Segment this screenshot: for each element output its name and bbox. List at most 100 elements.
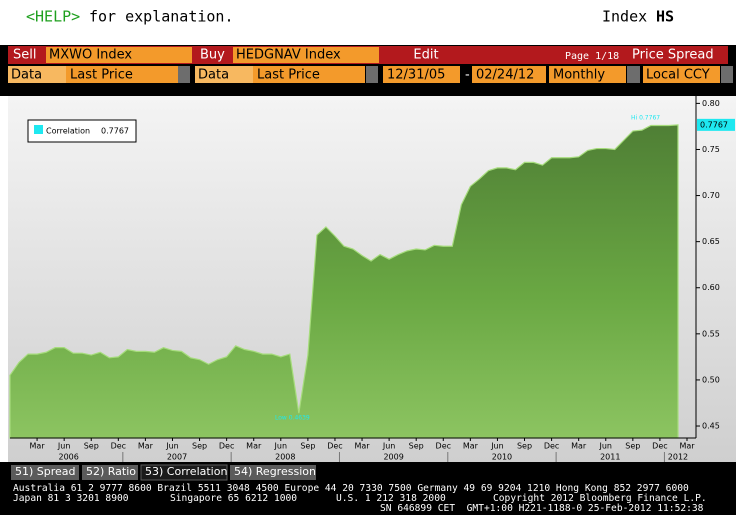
buy-field[interactable] [233,47,379,63]
x-tick-label: Jun [274,442,288,451]
chart: 0.45 0.50 0.55 0.60 0.65 0.70 0.75 0.80 0.7767 Ma… [9,96,735,462]
last-value-label: 0.7767 [700,120,728,129]
x-tick-label: Dec [219,442,234,451]
y-tick-label: 0.45 [702,422,720,431]
start-date[interactable]: 12/31/05 [387,68,445,83]
period-select[interactable] [549,66,626,83]
buy-label: Buy [200,48,225,63]
y-tick-label: 0.50 [702,375,720,384]
data-label[interactable]: Data [198,68,229,83]
tab-label[interactable]: 51) Spread [15,465,76,478]
index-code: HS [656,8,674,26]
end-date[interactable]: 02/24/12 [476,68,534,83]
x-tick-label: Jun [382,442,396,451]
data-label[interactable]: Data [11,68,42,83]
x-tick-label: Sep [300,442,315,451]
y-tick-label: 0.75 [702,145,720,154]
x-tick-label: Mar [463,442,479,451]
legend-value: 0.7767 [101,127,129,136]
tab-label[interactable]: 54) Regression [234,465,316,478]
currency[interactable]: Local CCY [646,68,710,83]
index-label: Index [602,8,647,26]
y-tick-label: 0.70 [702,191,720,200]
tab[interactable] [11,465,79,480]
x-tick-label: Dec [436,442,451,451]
y-tick-label: 0.65 [702,237,720,246]
high-label: Hi 0.7767 [631,115,660,122]
x-tick-label: Sep [84,442,99,451]
x-tick-label: Dec [652,442,667,451]
x-tick-label: Sep [192,442,207,451]
x-tick-label: Mar [571,442,587,451]
year-label: 2009 [383,453,403,462]
x-tick-label: Jun [599,442,613,451]
year-label: 2010 [492,453,512,462]
help-text: for explanation. [89,8,234,26]
x-tick-label: Jun [490,442,504,451]
last-value-tag [697,118,735,131]
tab[interactable] [230,465,316,480]
year-label: 2006 [58,453,78,462]
page-indicator: Page 1/18 [565,51,619,62]
view-name: Price Spread [632,48,714,63]
y-tick-label: 0.60 [702,283,720,292]
separator [0,85,736,96]
year-label: 2011 [600,453,620,462]
x-tick-label: Jun [57,442,71,451]
low-label: Low 0.4639 [275,415,310,422]
tab-label[interactable]: 53) Correlation [145,465,227,478]
legend [27,119,137,143]
dropdown[interactable] [627,66,640,83]
sell-field[interactable] [46,47,192,63]
dropdown[interactable] [366,66,378,83]
area [9,124,679,439]
y-tick-label: 0.80 [702,99,720,108]
buy-security[interactable]: HEDGNAV Index [236,48,341,63]
field-select[interactable] [66,66,178,83]
date-field[interactable] [472,66,546,83]
x-tick-label: Sep [409,442,424,451]
footer-text: Japan 81 3 3201 8900 [13,493,129,504]
x-tick-label: Dec [544,442,559,451]
help-key[interactable]: <HELP> [26,8,80,26]
footer-text: Copyright 2012 Bloomberg Finance L.P. [493,493,707,504]
legend-label: Correlation [46,127,90,136]
tab-label[interactable]: 52) Ratio [86,465,136,478]
field-name[interactable]: Last Price [257,68,320,83]
year-label: 2007 [167,453,187,462]
x-tick-label: Mar [30,442,46,451]
footer [0,482,736,515]
date-separator: - [465,68,470,83]
footer-text: SN 646899 CET GMT+1:00 H221-1188-0 25-Fe… [380,503,704,514]
x-tick-label: Mar [246,442,262,451]
x-tick-label: Jun [165,442,179,451]
year-label: 2008 [275,453,295,462]
x-tick-label: Mar [679,442,695,451]
tab-active[interactable] [140,464,228,481]
edit-button[interactable]: Edit [413,48,438,63]
footer-text: Australia 61 2 9777 8600 Brazil 5511 304… [13,483,689,494]
year-label: 2012 [668,453,688,462]
sell-label: Sell [13,48,36,63]
x-tick-label: Dec [111,442,126,451]
dropdown[interactable] [721,66,733,83]
date-field[interactable] [383,66,460,83]
footer-text: U.S. 1 212 318 2000 [336,493,446,504]
sell-security[interactable]: MXWO Index [49,48,132,63]
period[interactable]: Monthly [553,68,605,83]
x-tick-label: Dec [327,442,342,451]
data-field[interactable] [8,66,66,83]
field-name[interactable]: Last Price [70,68,133,83]
footer-text: Singapore 65 6212 1000 [170,493,297,504]
currency-select[interactable] [643,66,720,83]
data-field[interactable] [195,66,253,83]
tab[interactable] [82,465,138,480]
y-tick-label: 0.55 [702,329,720,338]
x-tick-label: Sep [625,442,640,451]
field-select[interactable] [253,66,365,83]
x-tick-label: Sep [517,442,532,451]
legend-swatch [34,125,43,134]
dropdown[interactable] [178,66,190,83]
x-tick-label: Mar [354,442,370,451]
